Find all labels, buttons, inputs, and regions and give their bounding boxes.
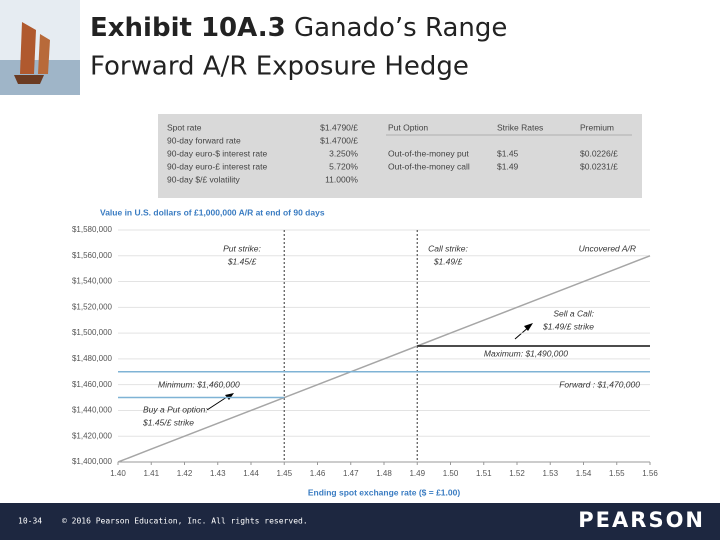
x-tick-label: 1.51: [476, 469, 492, 478]
y-tick-label: $1,440,000: [72, 406, 113, 415]
annotation: Forward : $1,470,000: [559, 379, 640, 389]
table-cell: 90-day euro-$ interest rate: [167, 148, 267, 158]
x-tick-label: 1.50: [443, 469, 459, 478]
annotation: Put strike:: [223, 243, 261, 253]
table-cell: $0.0231/£: [580, 161, 618, 171]
table-cell: $1.45: [497, 148, 519, 158]
table-cell: Out-of-the-money put: [388, 148, 469, 158]
annotation: Sell a Call:: [553, 308, 594, 318]
x-tick-label: 1.40: [110, 469, 126, 478]
table-cell: Spot rate: [167, 122, 202, 132]
slide-title: Exhibit 10A.3 Ganado’s Range: [90, 13, 507, 43]
y-tick-label: $1,400,000: [72, 457, 113, 466]
annotation: $1.49/£ strike: [542, 321, 594, 331]
arrow-head: [225, 393, 234, 400]
table-header: Put Option: [388, 122, 428, 132]
y-tick-label: $1,520,000: [72, 302, 113, 311]
annotation: Buy a Put option:: [143, 404, 208, 414]
x-tick-label: 1.49: [409, 469, 425, 478]
x-tick-label: 1.41: [143, 469, 159, 478]
x-tick-label: 1.52: [509, 469, 525, 478]
x-tick-label: 1.47: [343, 469, 359, 478]
copyright: © 2016 Pearson Education, Inc. All right…: [62, 517, 308, 526]
x-tick-label: 1.55: [609, 469, 625, 478]
table-cell: $1.49: [497, 161, 519, 171]
x-tick-label: 1.48: [376, 469, 392, 478]
table-header: Strike Rates: [497, 122, 543, 132]
x-tick-label: 1.43: [210, 469, 226, 478]
x-tick-label: 1.53: [542, 469, 558, 478]
x-tick-label: 1.42: [177, 469, 193, 478]
chart-title: Value in U.S. dollars of £1,000,000 A/R …: [100, 207, 325, 217]
title-line: Ganado’s Range: [294, 13, 507, 43]
x-axis-label: Ending spot exchange rate ($ = £1.00): [308, 487, 461, 497]
y-tick-label: $1,460,000: [72, 380, 113, 389]
brand: PEARSON: [578, 508, 705, 532]
table-cell: 90-day $/£ volatility: [167, 174, 241, 184]
arrow-head: [524, 323, 533, 331]
annotation: Maximum: $1,490,000: [484, 348, 568, 358]
annotation: Call strike:: [428, 243, 468, 253]
annotation: Uncovered A/R: [579, 243, 636, 253]
x-tick-label: 1.56: [642, 469, 658, 478]
page-number: 10-34: [18, 517, 42, 526]
table-cell: 5.720%: [329, 161, 358, 171]
table-cell: 11.000%: [325, 174, 358, 184]
series-line: [117, 255, 651, 463]
info-table: [158, 114, 642, 198]
annotation: Minimum: $1,460,000: [158, 379, 240, 389]
table-cell: $1.4790/£: [320, 122, 358, 132]
table-cell: $0.0226/£: [580, 148, 618, 158]
x-tick-label: 1.54: [576, 469, 592, 478]
x-tick-label: 1.44: [243, 469, 259, 478]
annotation: $1.45/£: [227, 256, 257, 266]
table-cell: 3.250%: [329, 148, 358, 158]
y-tick-label: $1,540,000: [72, 277, 113, 286]
x-tick-label: 1.45: [276, 469, 292, 478]
ship-image: [0, 0, 80, 95]
table-cell: $1.4700/£: [320, 135, 358, 145]
x-tick-label: 1.46: [310, 469, 326, 478]
annotation: $1.45/£ strike: [142, 417, 194, 427]
y-tick-label: $1,480,000: [72, 354, 113, 363]
slide-title: Forward A/R Exposure Hedge: [90, 52, 469, 82]
exhibit-number: Exhibit 10A.3: [90, 13, 286, 43]
table-cell: 90-day forward rate: [167, 135, 241, 145]
table-header: Premium: [580, 122, 614, 132]
footer-bar: [0, 503, 720, 540]
table-cell: 90-day euro-£ interest rate: [167, 161, 267, 171]
table-cell: Out-of-the-money call: [388, 161, 470, 171]
y-tick-label: $1,500,000: [72, 328, 113, 337]
y-tick-label: $1,420,000: [72, 431, 113, 440]
y-tick-label: $1,560,000: [72, 251, 113, 260]
y-tick-label: $1,580,000: [72, 225, 113, 234]
annotation: $1.49/£: [433, 256, 463, 266]
